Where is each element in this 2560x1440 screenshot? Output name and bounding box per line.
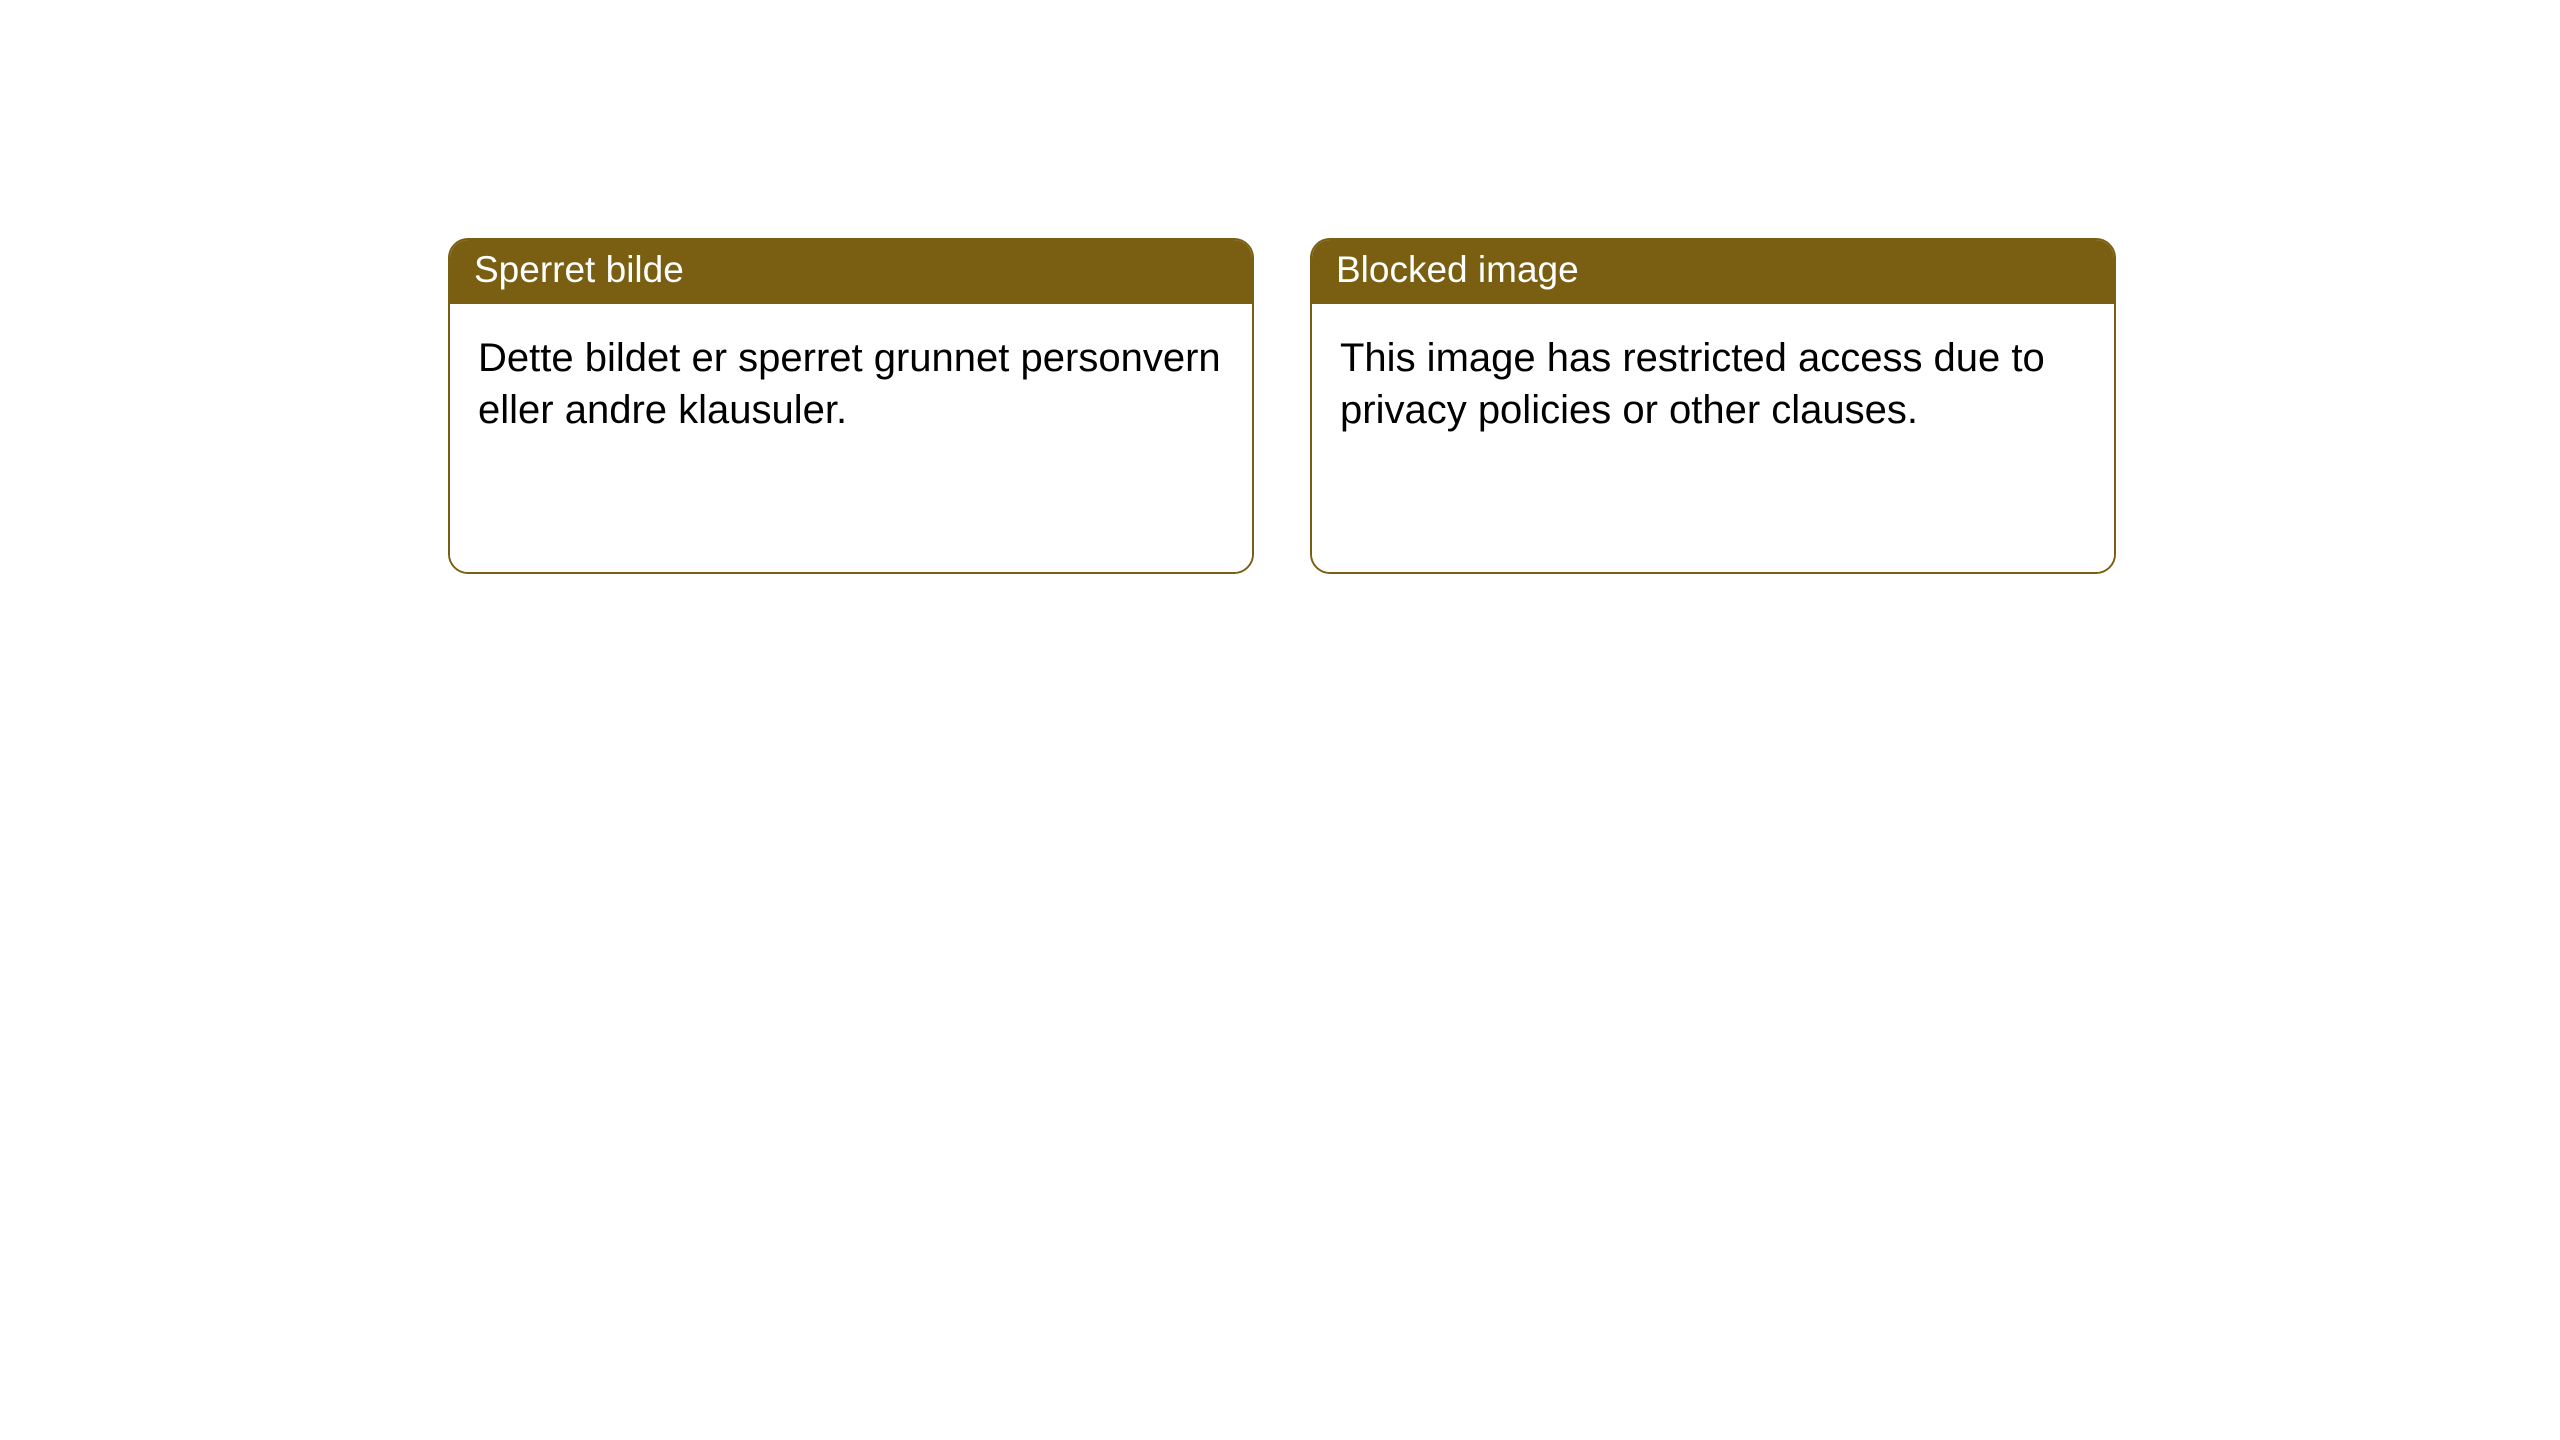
card-header: Blocked image	[1312, 240, 2114, 304]
card-body: This image has restricted access due to …	[1312, 304, 2114, 572]
card-header: Sperret bilde	[450, 240, 1252, 304]
card-text: This image has restricted access due to …	[1340, 336, 2045, 432]
notice-container: Sperret bilde Dette bildet er sperret gr…	[0, 0, 2560, 574]
card-title: Sperret bilde	[474, 249, 684, 290]
card-body: Dette bildet er sperret grunnet personve…	[450, 304, 1252, 572]
card-text: Dette bildet er sperret grunnet personve…	[478, 336, 1221, 432]
notice-card-english: Blocked image This image has restricted …	[1310, 238, 2116, 574]
notice-card-norwegian: Sperret bilde Dette bildet er sperret gr…	[448, 238, 1254, 574]
card-title: Blocked image	[1336, 249, 1579, 290]
